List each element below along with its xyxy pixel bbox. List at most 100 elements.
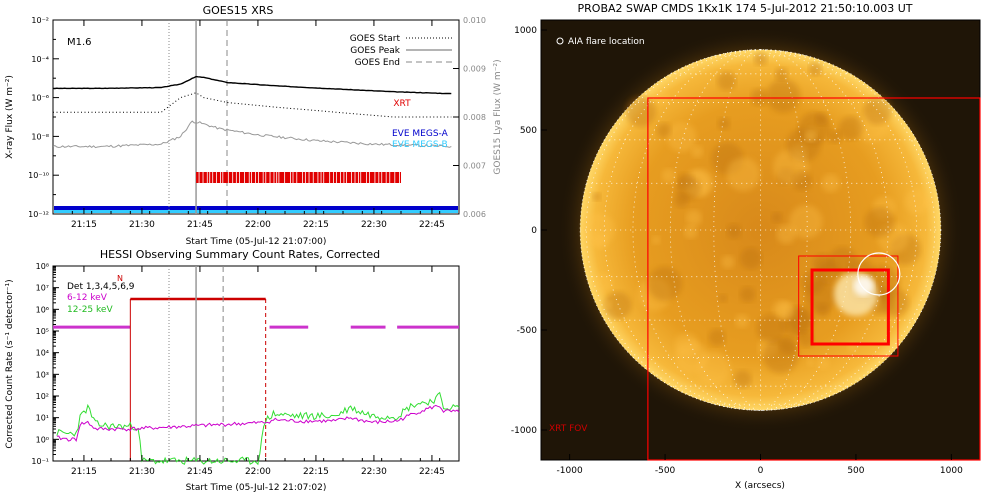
goes-x-tick-label: 22:15 (303, 220, 329, 230)
goes-right-tick-label: 0.009 (463, 65, 486, 74)
hessi-y-tick-label: 10² (36, 392, 49, 401)
swap-y-tick-label: 1000 (514, 26, 537, 36)
swap-x-tick-label: 500 (847, 466, 864, 476)
goes-long-channel (52, 75, 452, 95)
xrt-outer-box (798, 255, 899, 357)
swap-y-tick-label: -500 (517, 326, 538, 336)
megs-a-band (54, 206, 458, 210)
hessi-y-axis-label: Corrected Count Rate (s⁻¹ detector⁻¹) (5, 279, 15, 448)
solar-texture-patch (740, 247, 762, 270)
solar-texture-patch (591, 232, 609, 250)
swap-title: PROBA2 SWAP CMDS 1Kx1K 174 5-Jul-2012 21… (578, 2, 913, 15)
hessi-y-tick-label: 10⁴ (36, 349, 49, 358)
goes-data (52, 20, 458, 214)
hessi-axes: 21:15 21:30 21:45 22:00 22:15 22:30 22:45 10⁻¹ 1… (31, 262, 460, 477)
solar-texture-patch (766, 78, 801, 113)
swap-x-tick-label: -1000 (557, 466, 583, 476)
aia-flare-legend-marker (556, 37, 564, 45)
hessi-detectors-label: Det 1,3,4,5,6,9 (67, 282, 135, 292)
megs-a-label: EVE MEGS-A (392, 129, 449, 139)
goes-title: GOES15 XRS (203, 4, 274, 17)
solar-texture-patch (691, 145, 704, 158)
solar-texture-patch (625, 96, 657, 127)
goes-short-channel (52, 120, 452, 149)
goes-right-tick-label: 0.006 (463, 210, 486, 219)
solar-texture-patch (726, 223, 742, 239)
goes-axes: 21:15 21:30 21:45 22:00 22:15 22:30 22:45 10⁻¹²… (28, 16, 486, 230)
goes-y-tick-label: 10⁻¹² (28, 210, 49, 219)
goes-y-axis-label: X-ray Flux (W m⁻²) (5, 75, 15, 159)
solar-texture-patch (864, 207, 895, 238)
solar-texture-patch (762, 337, 799, 374)
solar-texture-patch (792, 171, 812, 191)
goes-y-tick-label: 10⁻¹⁰ (28, 171, 49, 180)
goes-x-tick-label: 22:45 (419, 220, 445, 230)
solar-texture-patch (808, 62, 823, 76)
hessi-y-tick-label: 10⁸ (36, 262, 49, 271)
hessi-y-tick-label: 10¹ (36, 414, 49, 423)
solar-texture-patch (753, 52, 768, 66)
legend-goes-peak-label: GOES Peak (350, 46, 400, 56)
swap-y-tick-label: 500 (520, 126, 537, 136)
hessi-12-25-series (56, 391, 460, 466)
hessi-y-tick-label: 10⁷ (36, 284, 49, 293)
solar-texture-patch (661, 168, 676, 184)
solar-texture-patch (733, 370, 752, 389)
goes-xrs-panel: GOES15 XRS 21:15 21:30 21:45 22:00 22:15 22:3… (5, 4, 503, 247)
swap-x-tick-label: 0 (758, 466, 764, 476)
goes-right-tick-label: 0.010 (463, 16, 486, 25)
solar-texture-patch (750, 88, 768, 106)
aia-flare-circle (857, 252, 901, 296)
swap-x-tick-label: 1000 (940, 466, 963, 476)
goes-legend: GOES Start GOES Peak GOES End (350, 34, 452, 68)
solar-texture-patch (816, 356, 830, 370)
xrt-fov-box (647, 97, 981, 461)
swap-x-tick-label: -500 (655, 466, 676, 476)
solar-texture-patch (718, 293, 728, 303)
solar-texture-patch (708, 328, 726, 347)
solar-texture-patch (717, 117, 731, 130)
hessi-title: HESSI Observing Summary Count Rates, Cor… (100, 248, 380, 261)
aia-flare-location-label: AIA flare location (568, 37, 645, 47)
goes-x-tick-label: 21:15 (71, 220, 97, 230)
goes-y-tick-label: 10⁻⁴ (31, 55, 49, 64)
solar-texture-patch (821, 173, 840, 193)
hessi-x-tick-label: 21:45 (187, 467, 213, 477)
swap-image (558, 27, 981, 461)
solar-texture-patch (863, 96, 892, 125)
goes-x-tick-label: 22:30 (361, 220, 387, 230)
solar-texture-patch (774, 67, 788, 81)
hessi-x-axis-label: Start Time (05-Jul-12 21:07:02) (186, 483, 327, 493)
solar-texture-patch (815, 112, 828, 126)
hessi-6-12-series (56, 404, 460, 442)
hessi-x-tick-label: 22:30 (361, 467, 387, 477)
solar-texture-patch (756, 314, 786, 343)
hessi-y-tick-label: 10⁻¹ (31, 457, 49, 466)
hessi-y-tick-label: 10⁵ (36, 327, 49, 336)
solar-texture-patch (838, 116, 863, 141)
xrt-coverage-bar (196, 172, 401, 183)
xrt-inner-box (810, 268, 890, 346)
legend-goes-start-label: GOES Start (350, 34, 401, 44)
solar-texture-patch (592, 192, 602, 202)
solar-texture-patch (666, 122, 697, 152)
swap-y-tick-label: -1000 (511, 426, 537, 436)
solar-texture-patch (805, 130, 817, 143)
solar-texture-patch (683, 225, 698, 239)
solar-texture-patch (593, 272, 613, 293)
hessi-x-tick-label: 22:15 (303, 467, 329, 477)
megs-b-label: EVE MEGS-B (392, 140, 448, 150)
goes-x-tick-label: 21:30 (129, 220, 155, 230)
solar-texture-patch (816, 260, 841, 285)
solar-texture-patch (603, 291, 632, 320)
hessi-x-tick-label: 22:00 (245, 467, 271, 477)
goes-annotation: M1.6 (67, 37, 92, 48)
megs-b-band (54, 210, 458, 213)
goes-right-tick-label: 0.007 (463, 162, 486, 171)
swap-image-panel: PROBA2 SWAP CMDS 1Kx1K 174 5-Jul-2012 21… (511, 2, 981, 491)
solar-texture-patch (652, 235, 661, 245)
solar-texture-patch (647, 266, 682, 301)
solar-texture-patch (685, 209, 702, 226)
solar-texture-patch (828, 130, 842, 144)
goes-y-tick-label: 10⁻⁶ (31, 94, 49, 103)
